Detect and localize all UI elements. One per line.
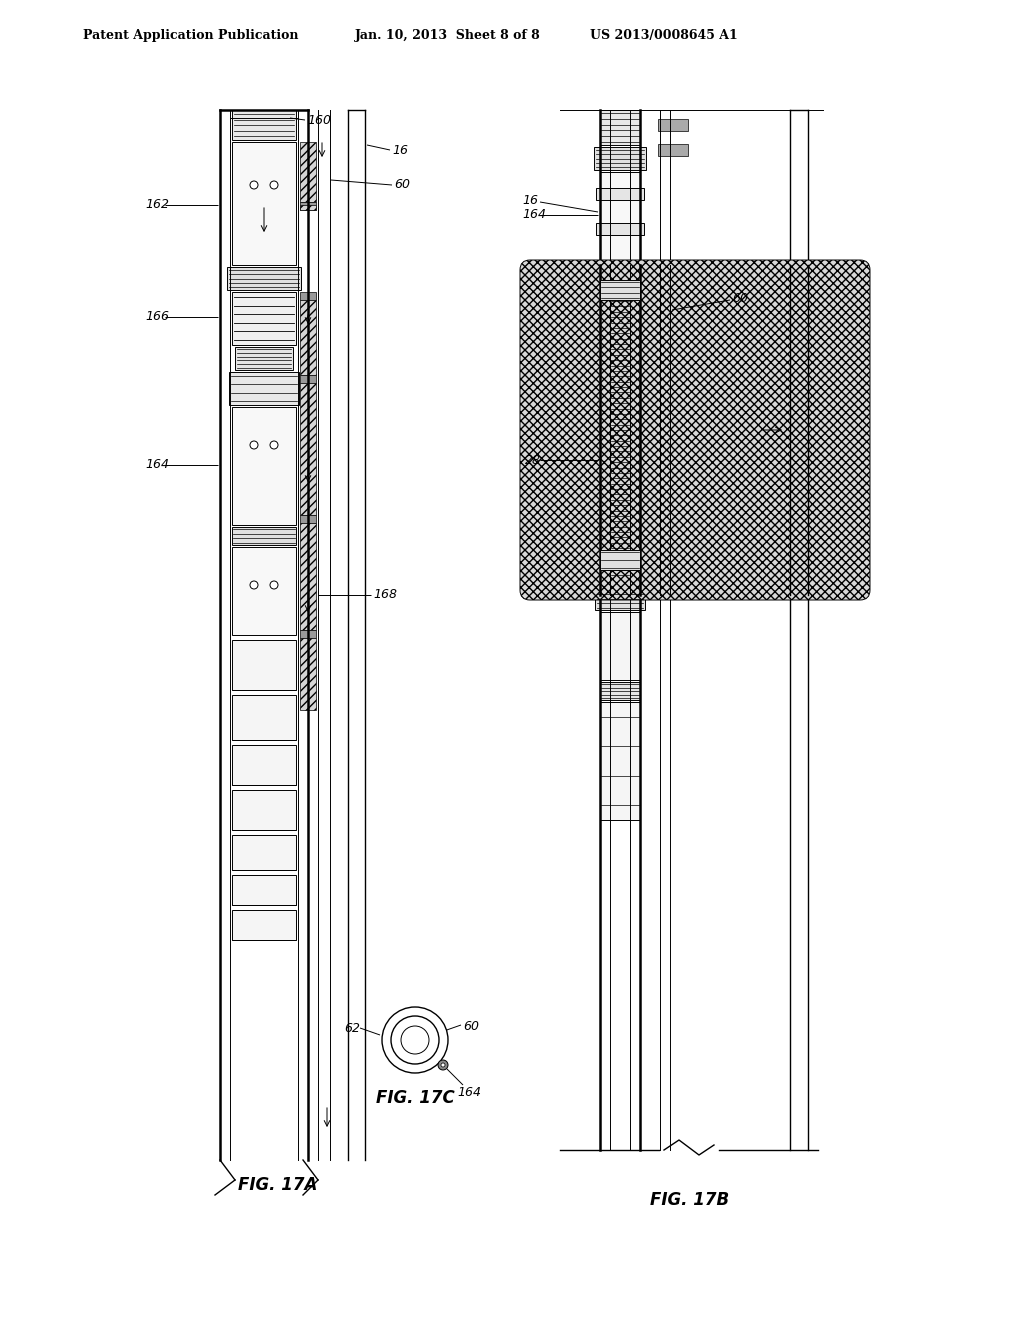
Bar xyxy=(232,292,296,345)
Text: 164: 164 xyxy=(145,458,169,471)
Bar xyxy=(600,702,640,820)
Bar xyxy=(300,375,316,383)
Bar xyxy=(232,527,296,545)
Bar xyxy=(232,909,296,940)
Bar xyxy=(234,347,293,370)
Bar xyxy=(300,143,316,202)
Bar xyxy=(300,630,316,638)
Bar xyxy=(300,300,316,375)
Bar xyxy=(232,875,296,906)
Bar xyxy=(300,202,316,210)
Bar xyxy=(600,612,640,680)
Bar xyxy=(232,836,296,870)
Text: 16: 16 xyxy=(522,194,538,206)
Bar xyxy=(232,110,296,140)
Circle shape xyxy=(438,1060,449,1071)
Text: 60: 60 xyxy=(463,1019,479,1032)
Bar xyxy=(300,638,316,710)
Text: 60: 60 xyxy=(394,178,410,191)
Bar xyxy=(595,591,645,610)
Text: 28: 28 xyxy=(525,454,541,466)
Bar xyxy=(658,144,688,156)
Text: 60: 60 xyxy=(732,292,748,305)
Bar xyxy=(232,696,296,741)
Bar xyxy=(594,147,646,170)
Bar xyxy=(600,110,640,145)
Text: FIG. 17C: FIG. 17C xyxy=(376,1089,455,1107)
Text: Jan. 10, 2013  Sheet 8 of 8: Jan. 10, 2013 Sheet 8 of 8 xyxy=(355,29,541,41)
Circle shape xyxy=(382,1007,449,1073)
Bar xyxy=(600,172,640,265)
Circle shape xyxy=(270,581,278,589)
FancyBboxPatch shape xyxy=(520,260,870,601)
Bar xyxy=(229,372,299,405)
Text: 160: 160 xyxy=(307,114,331,127)
Bar xyxy=(600,682,640,700)
Bar xyxy=(300,515,316,523)
Bar xyxy=(300,292,316,300)
Circle shape xyxy=(441,1063,445,1067)
Text: FIG. 17A: FIG. 17A xyxy=(239,1176,317,1195)
Bar xyxy=(232,546,296,635)
Circle shape xyxy=(401,1026,429,1053)
Bar xyxy=(232,789,296,830)
Text: 62: 62 xyxy=(344,1022,360,1035)
Text: US 2013/0008645 A1: US 2013/0008645 A1 xyxy=(590,29,737,41)
Circle shape xyxy=(250,581,258,589)
Circle shape xyxy=(250,441,258,449)
Bar xyxy=(596,223,644,235)
Text: 168: 168 xyxy=(373,589,397,602)
Circle shape xyxy=(250,181,258,189)
Bar xyxy=(300,523,316,630)
Text: FIG. 17B: FIG. 17B xyxy=(650,1191,729,1209)
Bar xyxy=(300,205,316,210)
Bar xyxy=(232,143,296,265)
Text: 16: 16 xyxy=(392,144,408,157)
Bar xyxy=(600,280,640,300)
Bar xyxy=(227,267,301,290)
Bar xyxy=(596,187,644,201)
Circle shape xyxy=(391,1016,439,1064)
Circle shape xyxy=(270,441,278,449)
Text: 166: 166 xyxy=(145,310,169,323)
Bar xyxy=(232,640,296,690)
Text: 162: 162 xyxy=(145,198,169,211)
Text: Patent Application Publication: Patent Application Publication xyxy=(83,29,299,41)
Bar xyxy=(658,119,688,131)
Bar xyxy=(232,407,296,525)
Text: 164: 164 xyxy=(457,1086,481,1100)
Text: 164: 164 xyxy=(522,209,546,222)
Bar xyxy=(232,744,296,785)
Circle shape xyxy=(270,181,278,189)
Bar xyxy=(600,550,640,570)
Bar xyxy=(300,383,316,515)
